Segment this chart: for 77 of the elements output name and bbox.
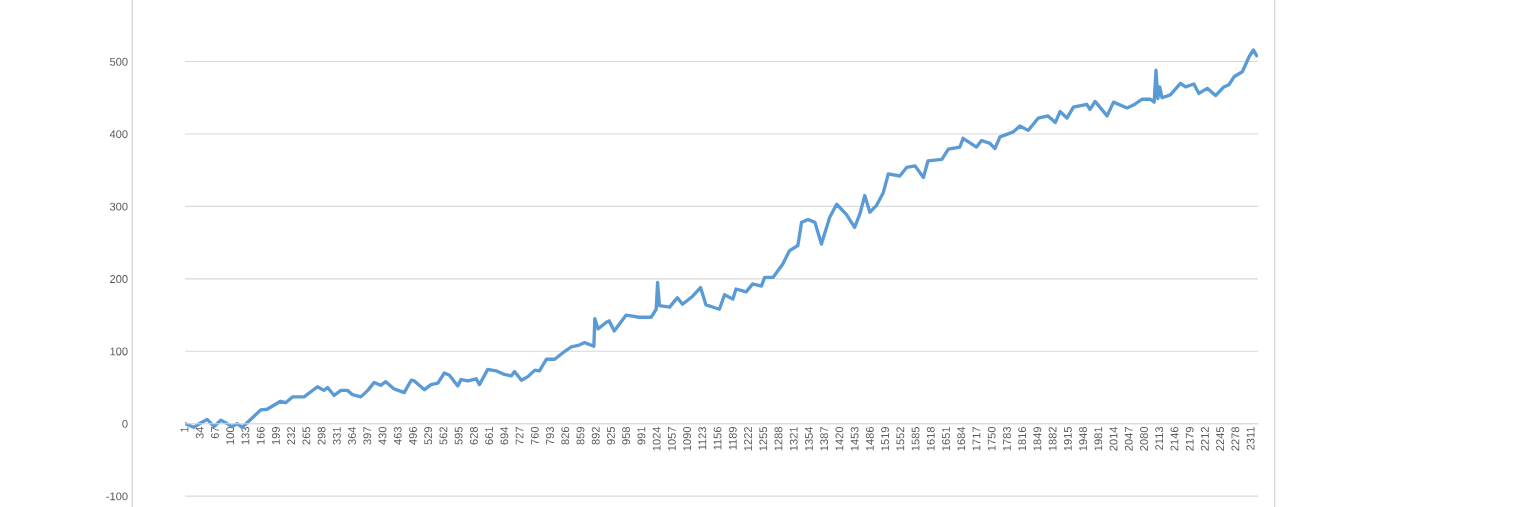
x-tick-label: 1288 bbox=[774, 426, 783, 451]
x-tick-label: 1651 bbox=[942, 427, 950, 451]
x-tick-label: 2212 bbox=[1200, 427, 1209, 451]
x-tick-label: 727 bbox=[515, 427, 524, 445]
x-tick-label: 1123 bbox=[698, 426, 707, 450]
x-tick-label: 1024 bbox=[652, 426, 661, 451]
x-tick-label: 694 bbox=[500, 426, 509, 445]
x-tick-label: 496 bbox=[409, 426, 417, 445]
x-tick-label: 2278 bbox=[1231, 426, 1240, 451]
x-tick-label: 859 bbox=[576, 427, 585, 445]
x-tick-label: 1783 bbox=[1002, 426, 1011, 451]
x-tick-label: 1684 bbox=[957, 426, 966, 451]
x-tick-label: 2179 bbox=[1185, 427, 1194, 451]
x-tick-label: 1156 bbox=[713, 426, 722, 450]
x-tick-label: 34 bbox=[195, 426, 204, 439]
x-tick-label: 2311 bbox=[1246, 427, 1255, 450]
x-tick-label: 1585 bbox=[911, 426, 920, 451]
x-tick-label: 1981 bbox=[1094, 427, 1103, 451]
x-tick-label: 628 bbox=[469, 426, 478, 445]
x-tick-label: 2080 bbox=[1140, 426, 1148, 451]
x-tick-label: 232 bbox=[287, 427, 296, 445]
x-tick-label: 958 bbox=[622, 426, 631, 445]
x-tick-label: 1849 bbox=[1033, 427, 1042, 451]
y-tick-label: 500 bbox=[109, 57, 128, 66]
x-tick-label: 1486 bbox=[865, 426, 874, 451]
x-tick-label: 166 bbox=[256, 426, 265, 445]
x-tick-label: 760 bbox=[530, 426, 539, 445]
x-tick-label: 562 bbox=[439, 427, 448, 445]
x-tick-label: 1255 bbox=[759, 426, 768, 451]
x-tick-label: 265 bbox=[302, 426, 311, 445]
x-tick-label: 1057 bbox=[667, 427, 676, 451]
x-tick-label: 430 bbox=[378, 426, 387, 445]
x-tick-label: 2146 bbox=[1170, 426, 1179, 451]
y-tick-label: -100 bbox=[106, 492, 128, 501]
x-tick-label: 1816 bbox=[1018, 426, 1027, 451]
x-tick-label: 2113 bbox=[1155, 426, 1164, 450]
y-tick-label: 400 bbox=[109, 130, 128, 139]
x-tick-label: 298 bbox=[317, 426, 326, 445]
x-tick-label: 67 bbox=[211, 427, 219, 439]
x-tick-label: 595 bbox=[454, 426, 463, 445]
x-tick-label: 1222 bbox=[744, 427, 752, 451]
y-tick-label: 100 bbox=[110, 347, 128, 356]
x-tick-label: 1915 bbox=[1063, 426, 1072, 451]
x-tick-label: 1354 bbox=[804, 426, 813, 451]
x-tick-label: 1519 bbox=[881, 427, 890, 451]
x-tick-label: 2245 bbox=[1216, 426, 1225, 451]
x-tick-label: 1618 bbox=[926, 426, 935, 451]
x-tick-label: 199 bbox=[271, 427, 280, 445]
y-tick-label: 300 bbox=[109, 202, 128, 211]
x-tick-label: 1717 bbox=[972, 427, 981, 451]
y-tick-label: 200 bbox=[110, 275, 128, 283]
x-tick-label: 397 bbox=[363, 427, 372, 445]
x-tick-label: 1387 bbox=[820, 427, 829, 451]
x-tick-label: 925 bbox=[607, 426, 615, 445]
x-tick-label: 1750 bbox=[987, 426, 996, 451]
x-tick-label: 1 bbox=[180, 427, 189, 432]
x-tick-label: 793 bbox=[546, 426, 554, 445]
x-tick-label: 892 bbox=[591, 427, 600, 445]
x-tick-label: 2014 bbox=[1109, 426, 1118, 451]
x-tick-label: 826 bbox=[561, 426, 570, 445]
x-tick-label: 1552 bbox=[896, 427, 905, 451]
x-tick-label: 991 bbox=[637, 427, 646, 445]
x-tick-label: 100 bbox=[226, 426, 235, 445]
x-tick-label: 331 bbox=[332, 427, 341, 445]
x-tick-label: 2047 bbox=[1124, 427, 1133, 451]
x-tick-label: 1189 bbox=[728, 427, 737, 450]
x-tick-label: 529 bbox=[424, 427, 433, 445]
x-tick-label: 1948 bbox=[1079, 426, 1087, 451]
x-tick-label: 1882 bbox=[1048, 427, 1057, 451]
x-tick-label: 1453 bbox=[850, 426, 859, 451]
x-tick-label: 1321 bbox=[789, 427, 798, 451]
x-tick-label: 463 bbox=[393, 426, 402, 445]
x-tick-label: 364 bbox=[348, 426, 356, 445]
y-tick-label: 0 bbox=[122, 419, 128, 428]
x-tick-label: 1090 bbox=[683, 426, 692, 451]
x-tick-label: 661 bbox=[485, 427, 494, 445]
x-tick-label: 1420 bbox=[835, 426, 844, 451]
